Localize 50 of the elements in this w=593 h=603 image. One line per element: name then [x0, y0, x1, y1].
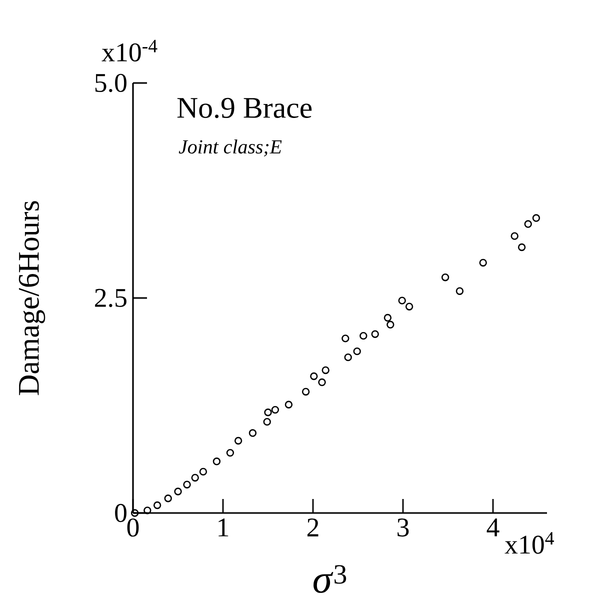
- point: [398, 296, 406, 304]
- point: [191, 474, 199, 482]
- point: [524, 220, 532, 228]
- point: [532, 214, 540, 222]
- point: [360, 332, 368, 340]
- x-tick-label: 0: [127, 518, 139, 537]
- chart-title: No.9 Brace: [177, 98, 312, 118]
- point: [310, 372, 318, 380]
- point: [405, 302, 414, 310]
- point: [234, 436, 242, 445]
- x-tick-label: 3: [398, 518, 409, 537]
- point: [371, 330, 379, 338]
- point: [441, 274, 450, 282]
- point: [199, 468, 208, 476]
- point: [248, 429, 257, 437]
- point: [456, 287, 464, 295]
- x-tick-label: 2: [307, 518, 318, 536]
- point: [353, 347, 361, 356]
- point: [183, 480, 191, 488]
- point: [318, 378, 326, 386]
- point: [302, 388, 310, 396]
- point: [212, 458, 221, 466]
- point: [164, 494, 172, 502]
- point: [263, 418, 271, 426]
- text: x10$^{4}$: [504, 532, 554, 554]
- x-tick-label: 1: [218, 518, 228, 536]
- point: [518, 243, 526, 252]
- point: [284, 400, 293, 408]
- point: [386, 320, 394, 328]
- x-tick-label: 4: [486, 518, 500, 536]
- x-axis-title: σ$^{3}$: [314, 565, 346, 593]
- text: Joint class;E: [178, 140, 282, 156]
- point: [144, 506, 152, 514]
- point: [384, 314, 392, 322]
- point: [264, 408, 272, 416]
- point: [344, 353, 352, 362]
- point: [153, 501, 162, 510]
- text: x10$^{-4}$: [102, 40, 158, 62]
- point: [174, 488, 182, 496]
- y-tick-label: 2.5: [95, 288, 126, 308]
- point: [130, 509, 139, 517]
- point: [510, 232, 518, 240]
- y-tick-label: 5.0: [95, 74, 126, 92]
- y-axis-title: Damage/6Hours: [18, 201, 46, 396]
- point: [226, 448, 234, 457]
- point: [271, 406, 280, 414]
- y-tick-label: 0: [115, 504, 126, 522]
- point: [479, 258, 487, 267]
- point: [322, 366, 330, 374]
- point: [342, 334, 350, 342]
